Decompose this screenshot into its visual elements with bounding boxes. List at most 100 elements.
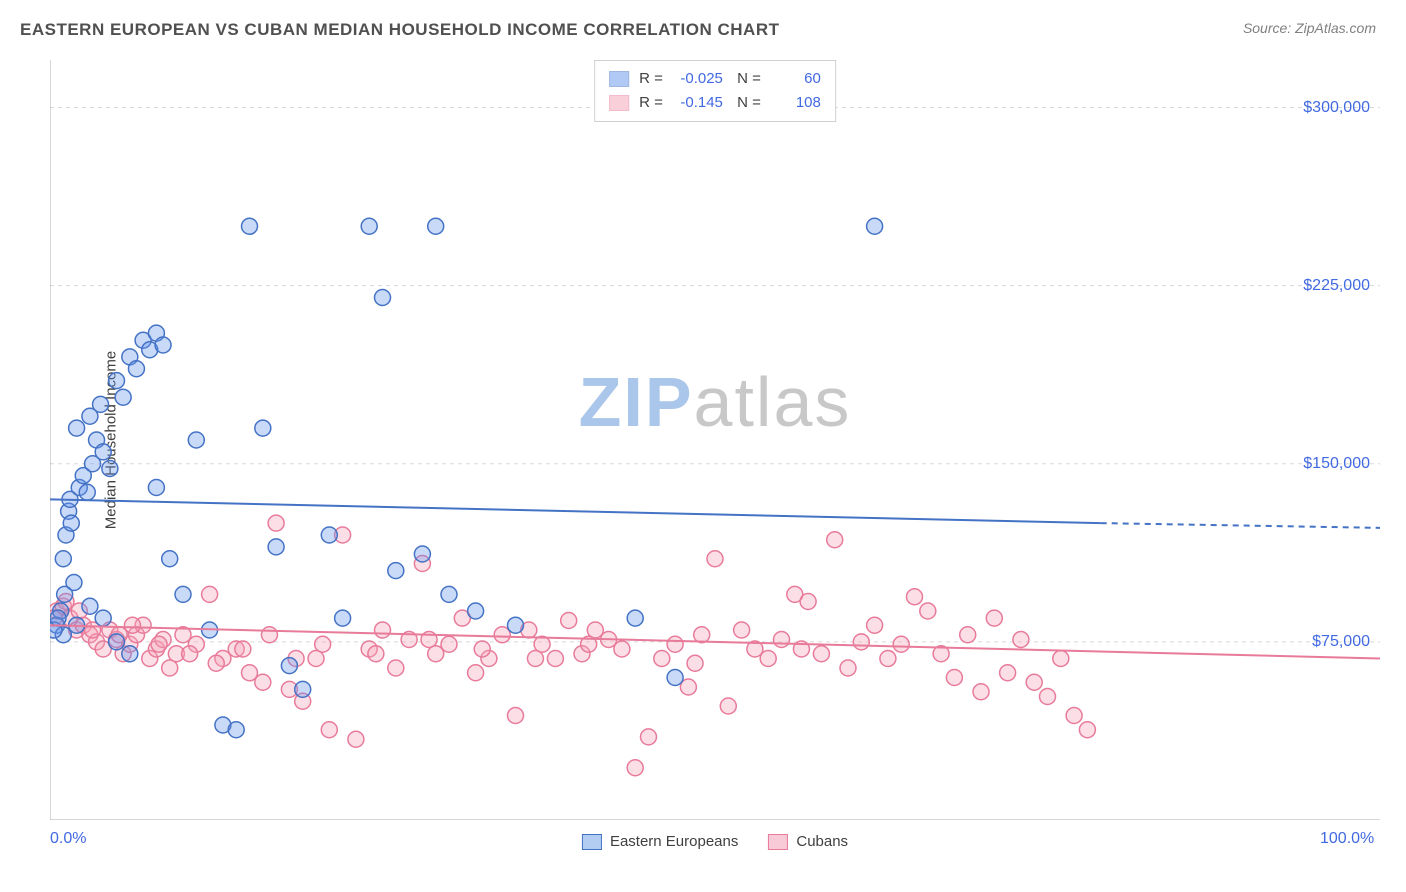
chart-container: Median Household Income ZIPatlas R = -0.… xyxy=(50,60,1380,820)
data-point xyxy=(175,586,191,602)
data-point xyxy=(880,651,896,667)
data-point xyxy=(667,636,683,652)
r-value: -0.025 xyxy=(673,67,723,91)
data-point xyxy=(182,646,198,662)
data-point xyxy=(441,636,457,652)
legend-swatch xyxy=(582,834,602,850)
series-legend-item: Cubans xyxy=(768,833,848,850)
r-label: R = xyxy=(639,91,663,115)
data-point xyxy=(867,218,883,234)
data-point xyxy=(63,515,79,531)
series-legend-label: Eastern Europeans xyxy=(610,833,738,850)
data-point xyxy=(188,432,204,448)
data-point xyxy=(667,670,683,686)
data-point xyxy=(774,632,790,648)
n-label: N = xyxy=(733,91,761,115)
data-point xyxy=(242,218,258,234)
data-point xyxy=(614,641,630,657)
x-tick-label: 0.0% xyxy=(50,830,86,848)
data-point xyxy=(1040,689,1056,705)
y-tick-label: $225,000 xyxy=(1303,277,1380,295)
n-value: 108 xyxy=(771,91,821,115)
data-point xyxy=(694,627,710,643)
trend-line-extrapolated xyxy=(1101,523,1380,528)
y-tick-label: $300,000 xyxy=(1303,99,1380,117)
correlation-legend: R = -0.025 N = 60 R = -0.145 N = 108 xyxy=(594,60,836,122)
legend-swatch xyxy=(609,71,629,87)
source-name: ZipAtlas.com xyxy=(1295,20,1376,36)
data-point xyxy=(627,760,643,776)
data-point xyxy=(547,651,563,667)
data-point xyxy=(687,655,703,671)
data-point xyxy=(268,515,284,531)
y-tick-label: $75,000 xyxy=(1312,633,1380,651)
data-point xyxy=(1066,708,1082,724)
data-point xyxy=(508,617,524,633)
data-point xyxy=(561,613,577,629)
data-point xyxy=(348,731,364,747)
data-point xyxy=(202,586,218,602)
data-point xyxy=(1026,674,1042,690)
data-point xyxy=(527,651,543,667)
data-point xyxy=(321,527,337,543)
data-point xyxy=(261,627,277,643)
data-point xyxy=(800,594,816,610)
data-point xyxy=(151,636,167,652)
data-point xyxy=(468,603,484,619)
data-point xyxy=(1079,722,1095,738)
data-point xyxy=(235,641,251,657)
data-point xyxy=(109,634,125,650)
data-point xyxy=(388,563,404,579)
data-point xyxy=(986,610,1002,626)
data-point xyxy=(720,698,736,714)
data-point xyxy=(388,660,404,676)
data-point xyxy=(368,646,384,662)
data-point xyxy=(122,646,138,662)
source-label: Source: xyxy=(1243,20,1291,36)
data-point xyxy=(128,361,144,377)
data-point xyxy=(255,420,271,436)
r-value: -0.145 xyxy=(673,91,723,115)
data-point xyxy=(1013,632,1029,648)
data-point xyxy=(93,396,109,412)
correlation-legend-row: R = -0.145 N = 108 xyxy=(609,91,821,115)
series-legend-label: Cubans xyxy=(796,833,848,850)
data-point xyxy=(734,622,750,638)
data-point xyxy=(109,373,125,389)
data-point xyxy=(414,546,430,562)
trend-line xyxy=(50,499,1101,523)
correlation-legend-row: R = -0.025 N = 60 xyxy=(609,67,821,91)
n-label: N = xyxy=(733,67,761,91)
x-tick-label: 100.0% xyxy=(1320,830,1374,848)
data-point xyxy=(375,622,391,638)
data-point xyxy=(115,389,131,405)
data-point xyxy=(79,484,95,500)
data-point xyxy=(321,722,337,738)
data-point xyxy=(760,651,776,667)
data-point xyxy=(255,674,271,690)
data-point xyxy=(268,539,284,555)
data-point xyxy=(124,617,140,633)
data-point xyxy=(853,634,869,650)
source-attribution: Source: ZipAtlas.com xyxy=(1243,20,1376,36)
data-point xyxy=(375,290,391,306)
data-point xyxy=(82,598,98,614)
data-point xyxy=(946,670,962,686)
legend-swatch xyxy=(768,834,788,850)
data-point xyxy=(654,651,670,667)
data-point xyxy=(867,617,883,633)
data-point xyxy=(95,610,111,626)
data-point xyxy=(428,218,444,234)
series-legend: Eastern Europeans Cubans xyxy=(582,833,848,850)
data-point xyxy=(228,722,244,738)
data-point xyxy=(50,610,66,626)
legend-swatch xyxy=(609,95,629,111)
data-point xyxy=(281,658,297,674)
data-point xyxy=(508,708,524,724)
header: EASTERN EUROPEAN VS CUBAN MEDIAN HOUSEHO… xyxy=(0,0,1406,50)
data-point xyxy=(893,636,909,652)
data-point xyxy=(162,551,178,567)
data-point xyxy=(973,684,989,700)
n-value: 60 xyxy=(771,67,821,91)
data-point xyxy=(155,337,171,353)
